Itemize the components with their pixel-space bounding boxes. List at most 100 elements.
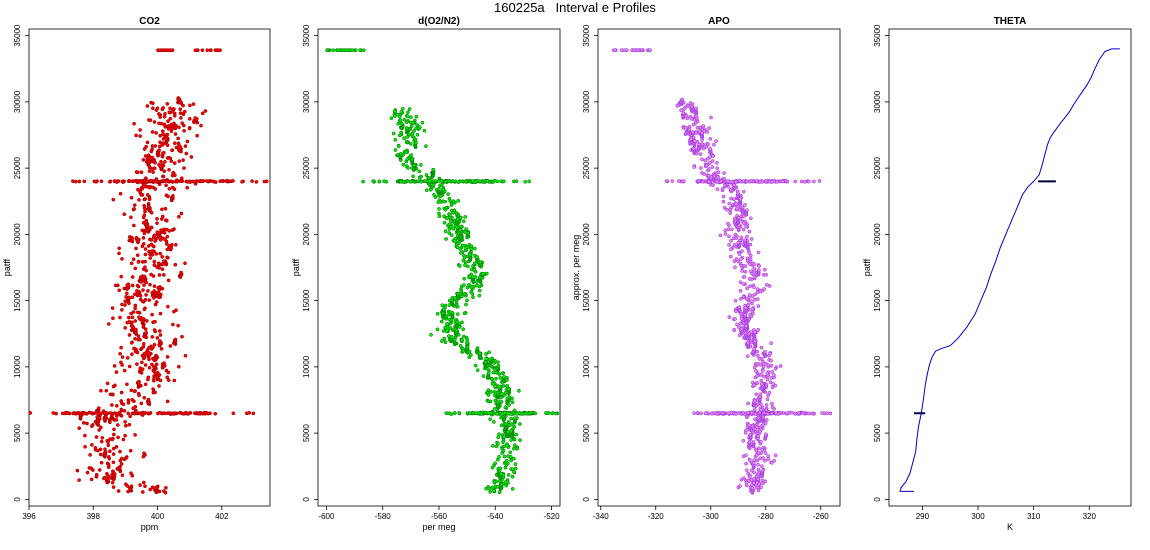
data-point [188,103,192,108]
data-point [155,336,160,340]
data-point [130,179,135,183]
data-point [154,108,159,112]
data-point [463,215,468,219]
data-point [158,251,163,256]
data-point [129,261,134,266]
data-point [769,460,774,465]
data-point [405,135,410,139]
data-point [456,198,461,203]
data-point [440,303,445,308]
data-point [148,178,153,183]
data-point [143,484,147,489]
data-point [507,386,511,391]
data-point [183,353,188,358]
data-point [172,378,177,383]
data-point [707,167,711,171]
data-point [480,271,485,276]
data-point [705,130,710,134]
data-point [505,396,510,401]
data-point [752,399,757,404]
data-point [741,179,746,183]
data-point [736,240,741,245]
data-point [151,170,155,174]
data-point [750,486,755,490]
data-point [740,269,744,273]
data-point [119,401,124,406]
data-point [793,179,798,184]
data-point [128,414,132,419]
y-tick-label: 35000 [582,24,591,47]
data-point [738,296,743,301]
x-tick-label: -520 [544,512,561,521]
plot-frame [28,28,271,507]
data-point [147,118,151,122]
data-point [140,187,144,191]
data-point [502,375,506,379]
data-point [503,480,508,484]
data-point [182,166,186,170]
data-point [167,110,172,115]
data-point [745,234,749,239]
data-point [408,179,413,184]
data-point [766,454,771,458]
data-point [436,179,441,183]
data-point [632,48,637,53]
data-point [94,435,99,439]
data-point [517,388,521,393]
data-point [169,411,174,416]
data-point [139,170,144,175]
data-point [162,259,166,264]
data-point [371,179,376,184]
data-point [186,411,190,416]
data-point [491,370,496,375]
data-point [158,339,162,343]
data-point [739,327,744,331]
data-point [133,266,138,271]
data-point [736,191,740,196]
data-point [113,383,117,388]
data-point [503,422,508,426]
data-point [449,298,454,303]
data-point [126,398,131,402]
data-point [740,249,744,253]
data-point [131,257,136,262]
data-point [336,48,340,53]
data-point [723,232,728,236]
data-point [647,48,652,53]
data-point [64,411,69,415]
data-point [89,411,94,415]
data-point [161,137,166,141]
data-point [471,179,475,183]
data-point [625,48,629,53]
data-point [231,411,236,416]
data-point [77,179,82,184]
data-point [143,363,148,367]
data-point [170,185,175,190]
data-point [150,362,154,367]
data-point [743,203,747,207]
data-point [719,179,724,183]
data-point [512,446,516,451]
data-point [185,139,190,144]
x-tick-label: 402 [215,512,229,521]
data-point [167,229,172,233]
data-point [51,411,56,415]
data-point [166,378,171,382]
data-point [424,188,429,193]
data-point [160,129,165,134]
data-point [166,278,171,283]
data-point [743,305,748,310]
data-point [125,382,129,387]
data-point [745,286,749,291]
data-point [462,255,467,260]
data-point [200,111,205,116]
data-point [133,404,138,409]
data-point [773,366,778,371]
data-point [141,454,146,459]
data-point [153,319,157,324]
data-point [153,239,157,243]
data-point [144,268,149,273]
theta-line [899,48,1120,492]
data-point [124,455,128,460]
data-point [675,103,680,108]
